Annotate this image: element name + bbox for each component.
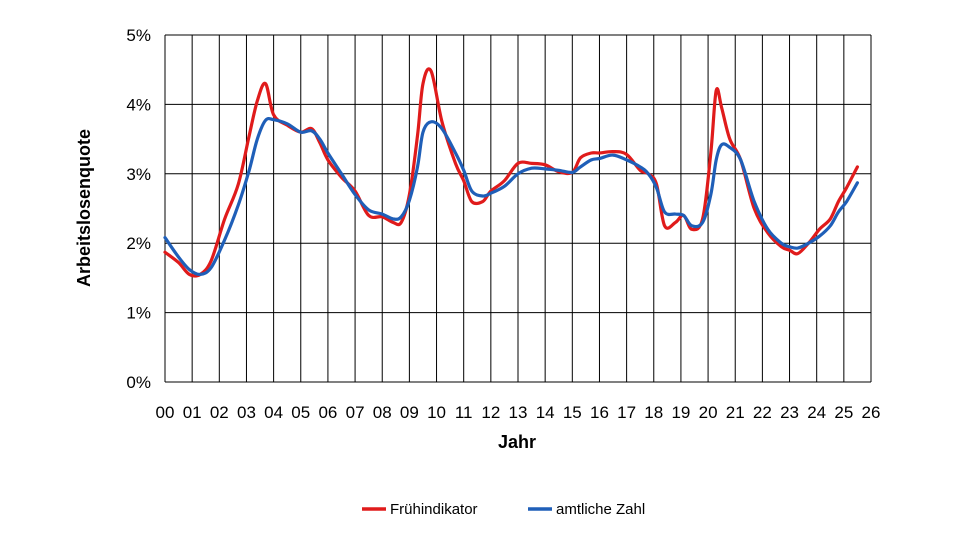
x-tick-label: 06	[318, 403, 337, 422]
grid	[164, 34, 872, 383]
y-tick-label: 5%	[126, 26, 151, 45]
x-tick-label: 22	[753, 403, 772, 422]
x-tick-label: 24	[807, 403, 826, 422]
x-tick-label: 19	[671, 403, 690, 422]
x-tick-label: 10	[427, 403, 446, 422]
x-tick-label: 12	[481, 403, 500, 422]
x-tick-label: 07	[346, 403, 365, 422]
series-line-0	[163, 67, 859, 278]
y-tick-label: 2%	[126, 234, 151, 253]
legend-label: Frühindikator	[390, 501, 478, 518]
y-tick-labels: 0% 1% 2% 3% 4% 5%	[126, 26, 151, 392]
x-tick-label: 18	[644, 403, 663, 422]
x-tick-label: 03	[237, 403, 256, 422]
x-tick-label: 25	[834, 403, 853, 422]
x-tick-label: 05	[291, 403, 310, 422]
legend: Frühindikator amtliche Zahl	[362, 501, 645, 518]
x-tick-label: 01	[183, 403, 202, 422]
series-layer	[163, 67, 859, 278]
y-tick-label: 0%	[126, 373, 151, 392]
series-line-1	[163, 116, 859, 277]
x-tick-label: 14	[536, 403, 555, 422]
y-tick-label: 4%	[126, 95, 151, 114]
x-tick-labels: 00 01 02 03 04 05 06 07 08 09 10 11 12 13 14 15 16 17 18 19…	[156, 403, 881, 422]
x-tick-label: 00	[156, 403, 175, 422]
x-axis-title: Jahr	[498, 432, 536, 452]
x-tick-label: 13	[509, 403, 528, 422]
x-tick-label: 20	[699, 403, 718, 422]
y-axis-title: Arbeitslosenquote	[74, 129, 94, 287]
x-tick-label: 17	[617, 403, 636, 422]
legend-label: amtliche Zahl	[556, 501, 645, 518]
x-tick-label: 16	[590, 403, 609, 422]
x-tick-label: 23	[780, 403, 799, 422]
x-tick-label: 08	[373, 403, 392, 422]
x-tick-label: 04	[264, 403, 283, 422]
x-tick-label: 21	[726, 403, 745, 422]
x-tick-label: 15	[563, 403, 582, 422]
x-tick-label: 26	[862, 403, 881, 422]
y-tick-label: 1%	[126, 304, 151, 323]
x-tick-label: 09	[400, 403, 419, 422]
y-tick-label: 3%	[126, 165, 151, 184]
x-tick-label: 02	[210, 403, 229, 422]
x-tick-label: 11	[455, 403, 473, 422]
